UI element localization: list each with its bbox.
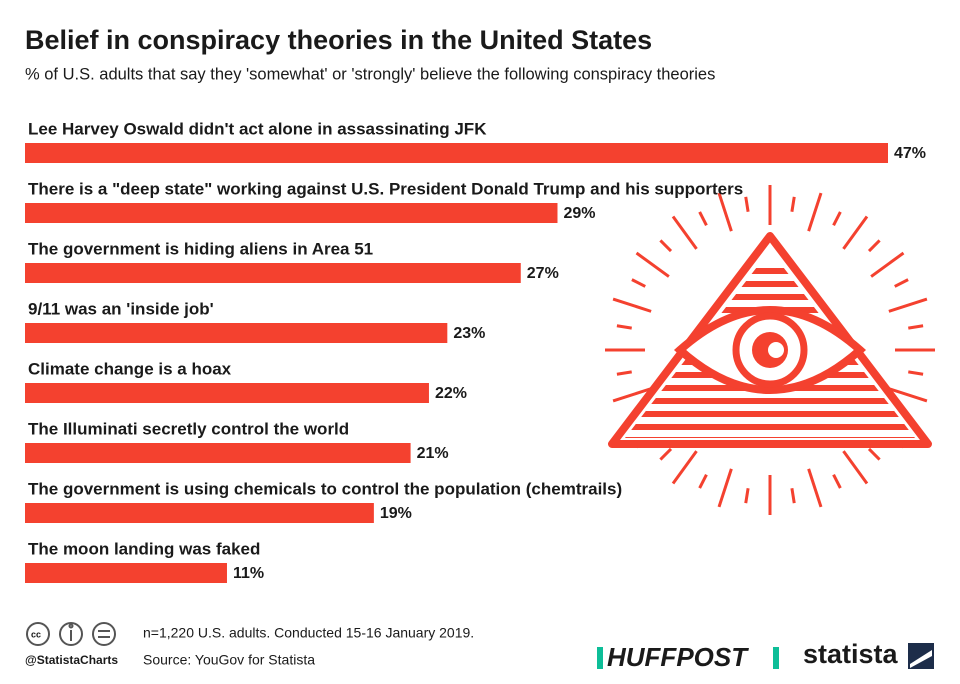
stripe [625,281,915,287]
stripe [625,268,915,274]
ray [867,447,881,461]
bar [25,143,888,163]
ray [888,297,928,313]
category-label: The government is using chemicals to con… [28,479,622,498]
stripe [625,398,915,404]
credit: @StatistaCharts [25,653,118,667]
bar [25,323,448,343]
ray [888,387,928,403]
ray [832,474,842,489]
ray [832,211,842,226]
stripe [625,294,915,300]
ray [698,474,708,489]
ray [807,192,823,232]
logo-statista: statista [803,639,899,669]
ray [616,324,632,330]
ray [659,447,673,461]
ray [744,488,750,504]
ray [790,196,796,212]
stripe [625,437,915,438]
chart-title: Belief in conspiracy theories in the Uni… [25,25,652,55]
category-label: The government is hiding aliens in Area … [28,239,373,258]
ray [717,468,733,508]
statista-mark-stroke [910,650,932,668]
cc-icons [26,622,116,646]
value-label: 23% [453,325,485,342]
value-label: 21% [417,445,449,462]
pupil-highlight [768,342,784,358]
cc-text: cc [31,629,41,639]
huffpost-mark [597,647,603,669]
category-label: The Illuminati secretly control the worl… [28,419,349,438]
value-label: 27% [527,265,559,282]
value-label: 19% [380,505,412,522]
bar [25,203,558,223]
bar [25,563,227,583]
ray [631,278,646,288]
note: n=1,220 U.S. adults. Conducted 15-16 Jan… [143,625,474,641]
value-label: 22% [435,385,467,402]
ray [908,324,924,330]
ray [616,370,632,376]
source: Source: YouGov for Statista [143,652,315,668]
ray [807,468,823,508]
ray [698,211,708,226]
value-label: 47% [894,145,926,162]
ray [908,370,924,376]
ray [612,297,652,313]
stripe [625,411,915,417]
bar [25,383,429,403]
value-label: 29% [563,205,595,222]
stripe [625,424,915,430]
ray [867,239,881,253]
ray [894,278,909,288]
category-label: There is a "deep state" working against … [28,179,743,198]
logo-huffpost: HUFFPOST [607,642,749,672]
ray [744,196,750,212]
ray [842,215,869,250]
category-label: Climate change is a hoax [28,359,232,378]
ray [612,387,652,403]
huffpost-mark [773,647,779,669]
rays [605,185,935,515]
value-label: 11% [233,565,264,582]
chart-subtitle: % of U.S. adults that say they 'somewhat… [25,65,715,83]
category-label: 9/11 was an 'inside job' [28,299,214,318]
bar [25,503,374,523]
bar [25,263,521,283]
ray [717,192,733,232]
ray [870,251,905,278]
bar [25,443,411,463]
illustration [605,185,935,515]
category-label: Lee Harvey Oswald didn't act alone in as… [28,119,487,138]
ray [659,239,673,253]
ray [671,450,698,485]
ray [842,450,869,485]
ray [635,251,670,278]
ray [671,215,698,250]
category-label: The moon landing was faked [28,539,260,558]
ray [790,488,796,504]
